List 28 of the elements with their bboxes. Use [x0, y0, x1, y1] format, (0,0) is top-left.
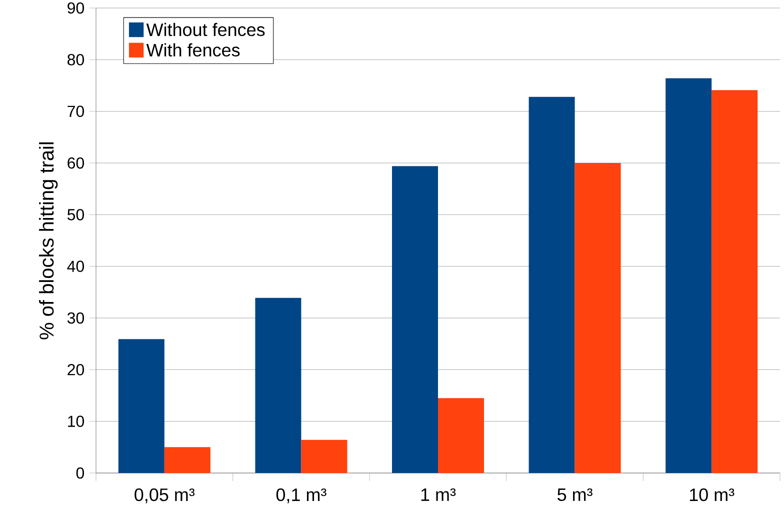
bar [255, 298, 302, 473]
bar [712, 90, 758, 473]
x-tick-label: 5 m³ [558, 488, 592, 502]
bar [392, 166, 438, 473]
y-axis-title: % of blocks hitting trail [39, 142, 58, 340]
legend-label: Without fences [146, 22, 265, 36]
bar [574, 163, 621, 473]
y-tick-label: 40 [67, 260, 84, 272]
y-tick-label: 90 [68, 2, 84, 14]
y-tick-label: 20 [68, 364, 84, 376]
legend-label: With fences [146, 43, 240, 56]
bar [666, 78, 712, 473]
y-tick-label: 50 [67, 209, 84, 220]
bar [118, 339, 164, 473]
y-tick-label: 80 [68, 54, 84, 66]
y-tick-label: 30 [67, 312, 84, 324]
x-tick-label: 0,05 m³ [134, 488, 195, 504]
bar [301, 440, 348, 473]
y-tick-label: 70 [68, 106, 84, 117]
x-tick-label: 1 m³ [421, 488, 456, 501]
bar [528, 96, 575, 473]
x-tick-label: 0,1 m³ [276, 488, 326, 504]
y-tick-label: 10 [68, 416, 84, 427]
y-tick-label: 60 [68, 157, 84, 169]
bar [438, 398, 484, 473]
x-tick-label: 10 m³ [690, 488, 734, 502]
y-tick-label: 0 [76, 467, 84, 479]
bar [164, 447, 210, 473]
